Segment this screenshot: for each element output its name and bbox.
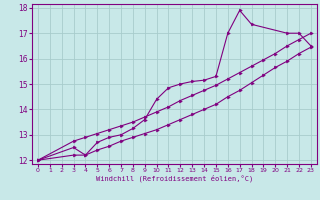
X-axis label: Windchill (Refroidissement éolien,°C): Windchill (Refroidissement éolien,°C) <box>96 175 253 182</box>
